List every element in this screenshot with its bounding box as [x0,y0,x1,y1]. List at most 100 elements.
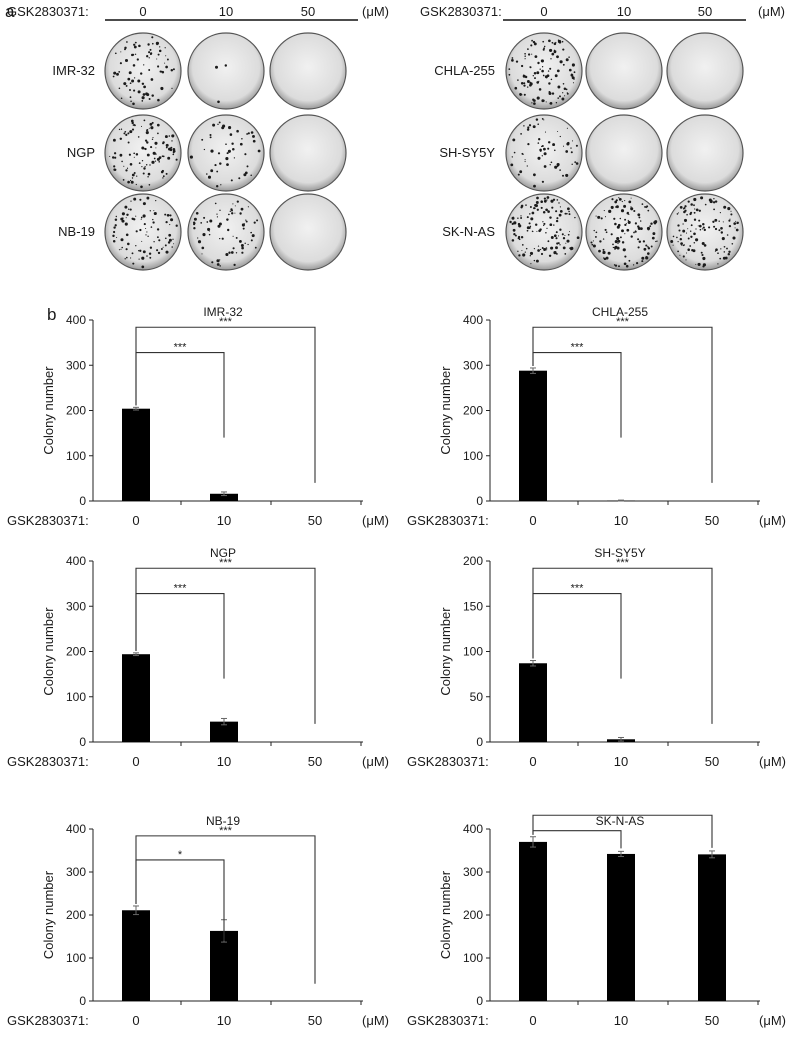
colony-dot [235,252,238,254]
colony-dot [257,149,261,153]
colony-dot [142,250,146,254]
colony-dot [144,139,148,142]
colony-dot [235,236,238,239]
colony-dot [624,255,627,258]
colony-dot [528,222,531,225]
colony-dot [647,246,649,248]
colony-dot [226,163,229,166]
colony-dot [524,159,526,161]
colony-dot [570,147,572,149]
colony-dot [616,246,620,250]
colony-dot [559,60,563,64]
x-tick-label: 10 [614,754,628,769]
colony-dot [132,64,136,67]
colony-dot [530,263,532,265]
colony-dot [543,47,545,50]
colony-dot [124,46,127,50]
colony-dot [164,213,167,216]
colony-dot [151,42,154,45]
colony-dot [685,252,688,254]
colony-dot [531,53,533,55]
colony-dot [164,237,167,240]
colony-dot [219,237,221,240]
y-tick-label: 100 [66,690,86,704]
colony-dot [543,222,546,225]
colony-dot [572,82,575,84]
dish-circle [585,32,663,110]
colony-dot [508,73,511,76]
colony-dot [138,44,141,48]
colony-dot [545,208,548,212]
colony-dot [680,234,682,236]
colony-dot [646,226,651,231]
colony-dot [137,79,141,83]
colony-dot [687,248,690,251]
colony-dot [206,221,209,223]
colony-dot [553,251,557,255]
colony-dot [136,175,138,177]
y-tick-label: 300 [66,358,86,372]
bar-0 [122,910,150,1001]
colony-dot [672,235,675,238]
colony-dot [730,213,733,216]
colony-dot [526,229,529,232]
colony-dot [717,252,719,255]
colony-dot [522,74,526,78]
colony-dot [538,138,541,141]
colony-dot [121,212,125,216]
dish-circle [187,32,265,110]
colony-dot [150,146,153,149]
colony-dot [693,204,695,207]
colony-dot [141,160,144,162]
colony-dot [698,224,702,228]
colony-dot [250,231,252,234]
colony-dot [728,224,732,228]
colony-dot [556,69,560,73]
y-tick-label: 300 [463,865,483,879]
x-tick-label: 0 [529,754,536,769]
colony-dot [530,217,534,221]
colony-dot [533,173,536,177]
colony-dot [245,219,247,221]
colony-dot [559,228,562,231]
colony-dot [647,247,651,250]
colony-dot [604,216,607,218]
bar-10 [210,930,238,1001]
colony-dot [150,78,154,81]
colony-dot [164,244,167,247]
y-tick-label: 200 [66,908,86,922]
colony-dot [149,164,151,166]
y-tick-label: 200 [463,554,483,568]
colony-dot [520,215,522,217]
colony-dot [146,153,150,157]
colony-dot [162,246,164,248]
colony-dot [529,213,531,215]
colony-dot [166,58,169,61]
colony-dot [512,138,516,142]
culture-dish [585,114,663,192]
colony-dot [551,41,554,44]
colony-dot [147,43,150,46]
colony-dot [211,261,214,264]
colony-dot [152,151,156,155]
colony-dot [547,141,551,144]
colony-dot [559,169,561,171]
colony-dot [532,40,536,44]
colony-dot [687,228,689,230]
colony-dot [695,228,697,230]
colony-dot [568,210,570,213]
colony-dot [208,233,211,236]
significance-label: *** [219,316,233,328]
colony-dot [550,161,553,164]
culture-dish [505,193,583,271]
colony-dot [165,55,167,57]
colony-dot [679,237,683,241]
colony-dot [612,243,614,246]
colony-dot [250,239,253,242]
colony-dot [155,41,159,45]
colony-dot [164,62,166,64]
colony-dot [200,222,203,224]
colony-dot [574,161,577,164]
colony-dot [113,226,116,229]
colony-dot [136,58,139,61]
